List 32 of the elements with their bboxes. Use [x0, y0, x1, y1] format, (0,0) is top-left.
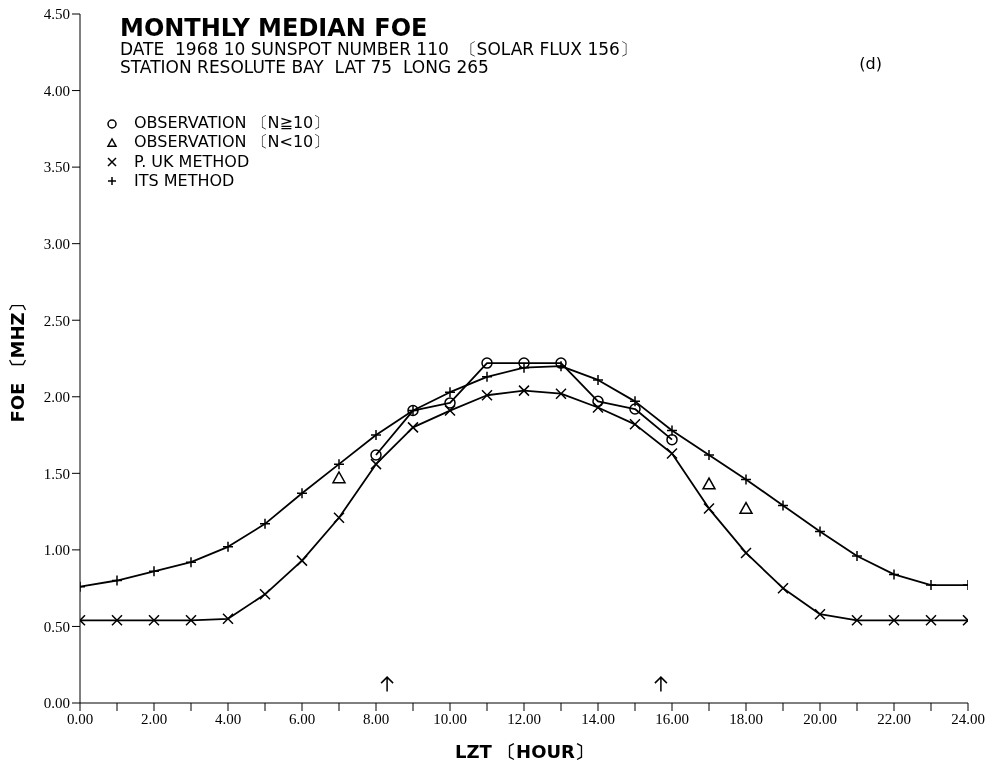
y-tick-label: 4.00 [43, 82, 70, 99]
text: DATE 1968 10 SUNSPOT NUMBER 110 〔SOLAR FLUX 156〕 STATION RESOLUTE BAY LAT 75 LONG 265 [120, 39, 637, 78]
x-tick-label: 16.00 [655, 710, 689, 727]
annotation: (d) [859, 54, 882, 73]
x-tick-label: 14.00 [581, 710, 615, 727]
x-tick-label: 22.00 [877, 710, 911, 727]
x-tick-label: 18.00 [729, 710, 763, 727]
legend-label: ITS METHOD [134, 171, 235, 190]
legend-label: OBSERVATION 〔N<10〕 [134, 132, 330, 153]
y-tick-label: 2.00 [43, 389, 70, 406]
x-tick-label: 10.00 [433, 710, 467, 727]
x-tick-label: 24.00 [951, 710, 985, 727]
y-tick-label: 1.50 [43, 465, 70, 482]
y-tick-label: 4.50 [43, 6, 70, 23]
x-tick-label: 6.00 [288, 710, 316, 727]
x-tick-label: 0.00 [66, 710, 94, 727]
x-tick-label: 20.00 [803, 710, 837, 727]
y-tick-label: 1.00 [43, 542, 70, 559]
x-tick-label: 2.00 [140, 710, 168, 727]
y-tick-label: 0.00 [43, 695, 70, 712]
legend-label: OBSERVATION 〔N≧10〕 [134, 113, 330, 134]
y-tick-label: 2.50 [43, 312, 70, 329]
y-axis-title: FOE 〔MHZ〕 [7, 294, 29, 423]
y-tick-label: 3.50 [43, 159, 70, 176]
y-tick-label: 3.00 [43, 235, 70, 252]
x-tick-label: 4.00 [214, 710, 242, 727]
x-tick-label: 12.00 [507, 710, 541, 727]
x-axis-title: LZT 〔HOUR〕 [455, 741, 593, 760]
chart-title: MONTHLY MEDIAN FOE [120, 14, 429, 42]
legend-label: P. UK METHOD [134, 152, 250, 171]
y-tick-label: 0.50 [43, 618, 70, 635]
x-tick-label: 8.00 [362, 710, 390, 727]
